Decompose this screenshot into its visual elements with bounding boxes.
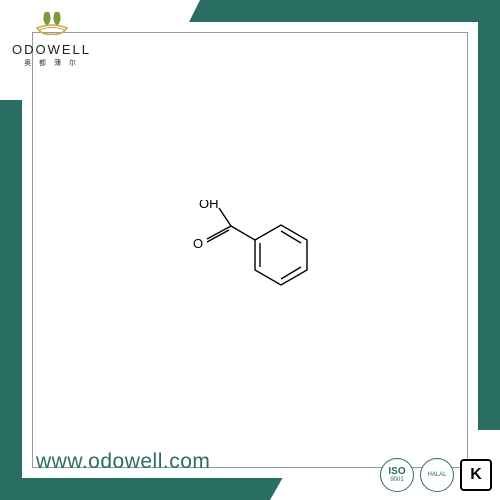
website-url: www.odowell.com [36, 450, 210, 474]
border-right [478, 0, 500, 500]
logo-icon [31, 8, 73, 40]
chemical-structure-diagram: OH O [165, 200, 335, 300]
badge-iso-line2: 9001 [390, 477, 403, 483]
certification-badges: ISO 9001 HALAL K [380, 458, 492, 492]
brand-logo: ODOWELL 奥 都 薄 尔 [12, 8, 91, 68]
logo-brand-text: ODOWELL [12, 42, 91, 57]
logo-subtitle: 奥 都 薄 尔 [24, 58, 79, 68]
benzene-ring [255, 225, 307, 285]
badge-iso: ISO 9001 [380, 458, 414, 492]
badge-halal: HALAL [420, 458, 454, 492]
label-oh: OH [199, 200, 219, 211]
badge-iso-line1: ISO [388, 467, 405, 477]
badge-kosher: K [460, 459, 492, 491]
carboxyl-group [207, 208, 255, 242]
label-o: O [193, 236, 203, 251]
badge-kosher-label: K [470, 467, 482, 483]
badge-halal-label: HALAL [427, 472, 446, 478]
